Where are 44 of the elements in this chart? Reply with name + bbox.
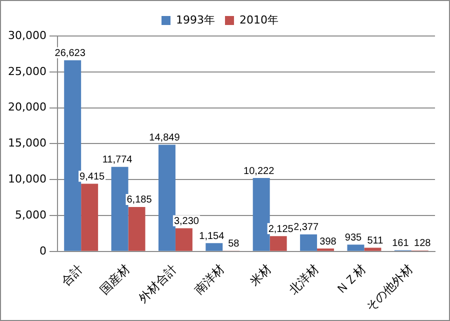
x-tick-label: ＮＺ材 [333, 262, 369, 298]
data-label: 9,415 [80, 172, 106, 183]
y-tick-label: 20,000 [8, 100, 46, 114]
y-tick-label: 30,000 [8, 28, 46, 42]
y-tick-label: 10,000 [8, 172, 46, 186]
data-label: 14,849 [149, 132, 180, 144]
legend-label: 2010年 [240, 13, 278, 26]
data-label: 161 [392, 238, 410, 249]
data-label: 11,774 [102, 154, 133, 166]
bar [364, 248, 382, 251]
bar [347, 244, 364, 251]
y-tick-label: 25,000 [8, 64, 46, 78]
bar [128, 206, 146, 251]
x-tick-label: 米材 [247, 262, 274, 289]
bar [300, 234, 318, 251]
bar [64, 60, 82, 251]
bar [252, 178, 270, 251]
data-label: 58 [228, 238, 240, 250]
data-label: 398 [320, 236, 337, 248]
data-label: 1,154 [199, 230, 225, 242]
bar [270, 236, 287, 251]
data-label: 3,230 [174, 216, 200, 227]
bar [158, 144, 176, 251]
x-tick-label: 南洋材 [192, 262, 227, 298]
data-label: 2,125 [268, 224, 294, 235]
data-label: 511 [367, 235, 384, 246]
y-tick-label: 0 [39, 244, 46, 258]
data-label: 935 [344, 232, 362, 244]
bar [206, 243, 223, 251]
data-label: 128 [414, 238, 432, 250]
y-tick-label: 5,000 [14, 208, 46, 222]
bar [111, 166, 128, 251]
x-tick-label: 北洋材 [286, 262, 322, 298]
data-label: 26,623 [54, 48, 86, 59]
x-tick-label: 国産材 [97, 262, 133, 298]
data-label: 10,222 [244, 166, 275, 177]
x-tick-label: 外材合計 [136, 262, 180, 306]
y-tick-label: 15,000 [8, 136, 46, 150]
bar [175, 228, 192, 251]
bar [81, 184, 98, 251]
x-tick-label: 合計 [58, 262, 86, 289]
legend-label: 1993年 [176, 13, 216, 26]
data-label: 6,185 [126, 194, 152, 206]
data-label: 2,377 [294, 222, 319, 234]
